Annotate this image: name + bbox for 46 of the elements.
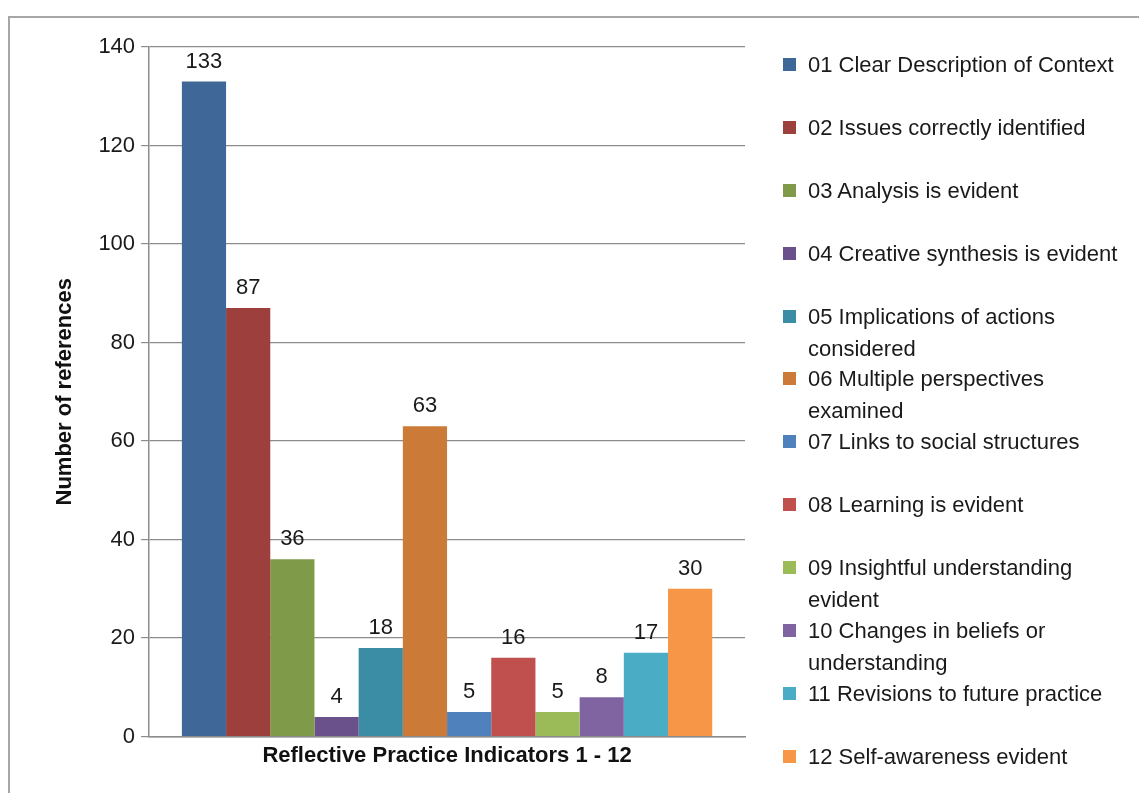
- legend-label: 06 Multiple perspectives examined: [808, 365, 1045, 426]
- data-label: 4: [330, 682, 343, 708]
- legend-label: 07 Links to social structures: [808, 428, 1080, 457]
- legend-label: 08 Learning is evident: [808, 491, 1024, 520]
- data-label: 18: [368, 614, 393, 639]
- bar: [314, 716, 359, 736]
- bar: [491, 657, 536, 736]
- y-tick-label: 100: [98, 230, 136, 256]
- x-axis-title: Reflective Practice Indicators 1 - 12: [262, 741, 632, 767]
- data-label: 87: [235, 274, 261, 300]
- y-tick-label: 40: [110, 525, 136, 551]
- data-label: 5: [551, 678, 564, 704]
- y-tick-label: 140: [98, 33, 136, 59]
- bar: [535, 711, 580, 736]
- bar: [270, 559, 315, 736]
- bar: [358, 647, 403, 736]
- legend-label: 03 Analysis is evident: [808, 176, 1019, 205]
- legend-label: 04 Creative synthesis is evident: [808, 239, 1118, 268]
- data-label: 5: [463, 678, 476, 704]
- bar: [447, 711, 492, 736]
- bar: [402, 426, 448, 736]
- y-tick-label: 0: [122, 722, 136, 748]
- y-tick-label: 20: [110, 624, 136, 650]
- data-label: 17: [633, 618, 659, 644]
- bar: [623, 652, 669, 736]
- bar: [226, 308, 271, 736]
- y-tick-label: 80: [110, 328, 136, 354]
- legend-label: 11 Revisions to future practice: [808, 679, 1103, 708]
- legend-label: 10 Changes in beliefs or understanding: [808, 617, 1047, 677]
- y-tick-label: 120: [98, 131, 136, 157]
- data-label: 30: [677, 554, 703, 580]
- bar: [668, 588, 713, 736]
- legend-label: 12 Self-awareness evident: [808, 742, 1068, 771]
- data-label: 8: [595, 663, 608, 689]
- data-label: 36: [280, 525, 305, 551]
- y-tick-label: 60: [110, 427, 136, 453]
- data-label: 63: [412, 392, 438, 418]
- bar: [181, 81, 227, 736]
- data-label: 16: [501, 623, 526, 649]
- legend-label: 05 Implications of actions considered: [808, 302, 1057, 363]
- legend-label: 09 Insightful understanding evident: [808, 554, 1074, 615]
- data-label: 133: [185, 47, 223, 73]
- bar: [579, 697, 624, 736]
- legend-label: 01 Clear Description of Context: [808, 51, 1114, 79]
- legend-label: 02 Issues correctly identified: [808, 113, 1086, 142]
- y-axis-title: Number of references: [51, 278, 77, 506]
